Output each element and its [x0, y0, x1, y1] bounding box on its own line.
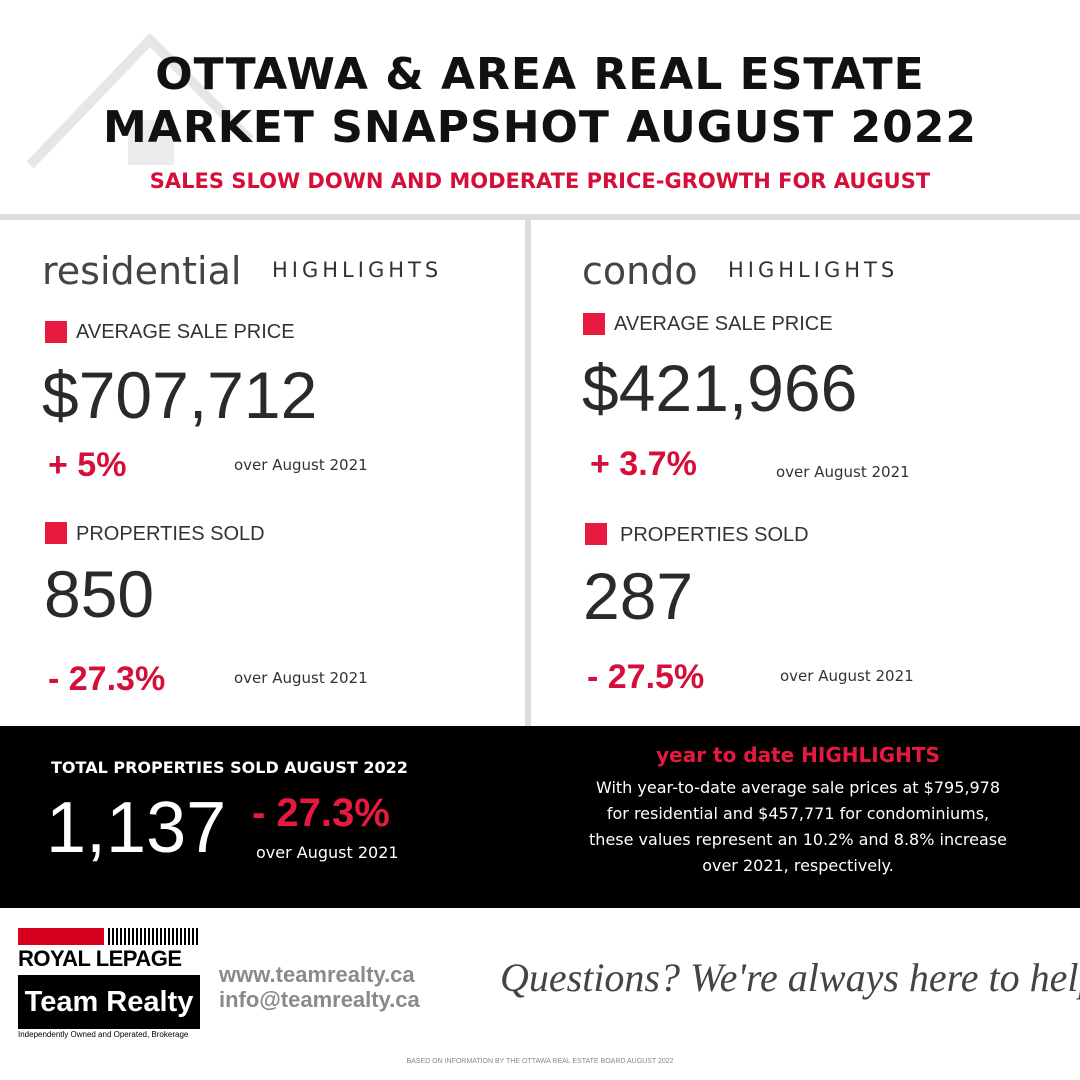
bullet [585, 523, 607, 545]
panel-name: condo [582, 249, 698, 293]
subtitle: SALES SLOW DOWN AND MODERATE PRICE-GROWT… [149, 169, 931, 193]
stat-value: $421,966 [582, 351, 858, 425]
email: info@teamrealty.ca [219, 987, 420, 1012]
stat-change: - 27.3% [48, 660, 166, 698]
panel-suffix: HIGHLIGHTS [272, 258, 443, 282]
stat-comparison: over August 2021 [234, 669, 368, 687]
logo-bar [18, 928, 104, 945]
house-icon [26, 32, 254, 169]
stat-comparison: over August 2021 [234, 456, 368, 474]
total-change: - 27.3% [252, 791, 390, 835]
panel-suffix: HIGHLIGHTS [728, 258, 899, 282]
stat-change: + 5% [48, 446, 127, 484]
logo-box [18, 975, 200, 1029]
title-line: OTTAWA & AREA REAL ESTATE [155, 49, 925, 100]
ytd-line: With year-to-date average sale prices at… [595, 778, 1000, 797]
website: www.teamrealty.ca [219, 962, 415, 987]
stat-value: 850 [44, 557, 155, 631]
total-value: 1,137 [46, 788, 227, 868]
logo-brand: ROYAL LEPAGE [18, 946, 182, 971]
stat-change: + 3.7% [590, 445, 697, 483]
stat-change: - 27.5% [587, 658, 705, 696]
logo-tagline: Independently Owned and Operated, Broker… [18, 1030, 189, 1039]
panel-name: residential [42, 249, 242, 293]
contact-message: Questions? We're always here to help [500, 955, 1080, 1000]
stat-value: $707,712 [42, 358, 318, 432]
source-note: BASED ON INFORMATION BY THE OTTAWA REAL … [406, 1058, 674, 1065]
stat-label: PROPERTIES SOLD [620, 524, 809, 546]
title-line: MARKET SNAPSHOT AUGUST 2022 [102, 102, 978, 153]
stat-comparison: over August 2021 [780, 667, 914, 685]
ytd-line: these values represent an 10.2% and 8.8%… [589, 830, 1007, 849]
total-comparison: over August 2021 [256, 843, 399, 862]
stat-value: 287 [583, 559, 694, 633]
bullet [45, 321, 67, 343]
stat-label: AVERAGE SALE PRICE [614, 313, 833, 335]
total-label: TOTAL PROPERTIES SOLD AUGUST 2022 [51, 758, 408, 777]
divider [0, 214, 1080, 220]
ytd-line: for residential and $457,771 for condomi… [606, 804, 990, 823]
ytd-line: over 2021, respectively. [702, 856, 894, 875]
ytd-title: year to date HIGHLIGHTS [656, 743, 940, 767]
summary-band [0, 726, 1080, 908]
logo-team: Team Realty [24, 986, 194, 1018]
stat-label: PROPERTIES SOLD [76, 523, 265, 545]
bullet [583, 313, 605, 335]
logo-barcode [108, 928, 200, 945]
stat-comparison: over August 2021 [776, 463, 910, 481]
stat-label: AVERAGE SALE PRICE [76, 321, 295, 343]
divider [525, 220, 531, 726]
bullet [45, 522, 67, 544]
